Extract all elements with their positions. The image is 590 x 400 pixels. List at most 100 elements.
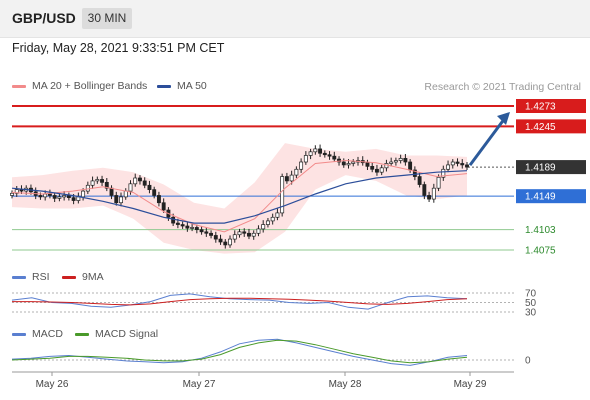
- candle: [71, 197, 76, 201]
- x-tick-label: May 27: [183, 379, 216, 390]
- projection-arrow: [468, 117, 507, 166]
- candle: [465, 164, 469, 168]
- legend-macd-swatch: [12, 332, 26, 336]
- price-tag-label: 1.4149: [525, 192, 556, 203]
- candle: [261, 224, 266, 230]
- candle: [10, 192, 14, 196]
- candle: [43, 193, 48, 198]
- candle: [138, 177, 142, 182]
- candle: [436, 176, 441, 189]
- legend-9ma-label: 9MA: [82, 271, 104, 283]
- candle: [62, 195, 67, 198]
- legend-rsi: RSI: [12, 271, 50, 283]
- bollinger-band: [12, 143, 467, 254]
- candle: [152, 189, 157, 196]
- candle: [417, 176, 422, 185]
- candle: [109, 187, 114, 196]
- legend-ma20-bollinger: MA 20 + Bollinger Bands: [12, 80, 147, 92]
- candle: [223, 241, 228, 246]
- candle: [303, 155, 308, 163]
- candle: [95, 179, 100, 182]
- candle: [275, 212, 280, 218]
- candle: [289, 174, 294, 182]
- candle: [389, 161, 394, 164]
- candle: [209, 232, 214, 236]
- candle: [341, 161, 346, 166]
- candle: [57, 196, 62, 199]
- candle: [313, 148, 318, 153]
- legend-9ma-swatch: [62, 275, 76, 279]
- candle: [393, 160, 398, 163]
- candle: [251, 232, 256, 237]
- candle: [280, 176, 285, 214]
- candle: [52, 195, 57, 199]
- macd-signal-line: [11, 339, 468, 364]
- price-tag-label: 1.4273: [525, 102, 556, 113]
- candle: [270, 216, 275, 222]
- candle: [123, 190, 128, 198]
- candle: [76, 196, 81, 201]
- candle: [284, 176, 289, 182]
- legend-macd: MACD: [12, 328, 63, 340]
- candle: [403, 158, 408, 163]
- candle: [408, 161, 413, 171]
- legend-ma20-swatch: [12, 84, 26, 88]
- legend-macd-signal-label: MACD Signal: [95, 328, 159, 340]
- candle: [213, 235, 218, 240]
- candle: [119, 196, 123, 204]
- x-tick-label: May 29: [454, 379, 487, 390]
- candle: [446, 164, 450, 170]
- candle: [199, 229, 204, 233]
- rsi-tick-label: 30: [525, 308, 537, 319]
- candle: [237, 231, 242, 236]
- ma50-line: [11, 170, 468, 224]
- rsi-9ma-line: [12, 297, 468, 306]
- price-tag-bg: [516, 160, 586, 175]
- rsi-line: [11, 293, 468, 310]
- candle: [100, 179, 105, 183]
- candle: [318, 148, 323, 154]
- candle: [441, 168, 446, 178]
- candle: [450, 161, 455, 166]
- candle: [180, 224, 185, 227]
- candle: [190, 227, 195, 229]
- candle: [90, 180, 95, 186]
- price-tag-bg: [516, 189, 586, 204]
- candle: [351, 161, 356, 164]
- chart-header: GBP/USD 30 MIN: [0, 0, 590, 38]
- candle: [218, 238, 223, 243]
- candle: [156, 195, 161, 204]
- legend-macd-signal-swatch: [75, 332, 89, 336]
- price-tag-label: 1.4245: [525, 122, 556, 133]
- candle: [242, 231, 247, 234]
- candle: [422, 184, 427, 196]
- rsi-tick-label: 50: [525, 298, 537, 309]
- candle: [412, 169, 417, 177]
- candle: [365, 162, 370, 167]
- candle: [114, 195, 119, 204]
- ma20-line: [11, 159, 468, 233]
- candle: [38, 195, 43, 198]
- legend-ma50: MA 50: [157, 80, 207, 92]
- candle: [128, 183, 133, 192]
- candle: [133, 177, 138, 185]
- candle: [427, 195, 432, 200]
- legend-macd-label: MACD: [32, 328, 63, 340]
- candle: [104, 182, 109, 189]
- legend-9ma: 9MA: [62, 271, 104, 283]
- candle: [85, 184, 90, 192]
- price-tag-label: 1.4103: [525, 225, 556, 236]
- candle: [327, 154, 332, 157]
- timeframe-button[interactable]: 30 MIN: [82, 8, 132, 29]
- candle: [346, 163, 351, 166]
- candle: [322, 152, 327, 156]
- candle: [147, 184, 152, 190]
- price-tag-label: 1.4189: [525, 163, 556, 174]
- candle: [431, 187, 436, 200]
- candle: [66, 195, 71, 198]
- candle: [308, 151, 313, 156]
- candle: [299, 161, 304, 170]
- candle: [332, 155, 337, 160]
- legend-rsi-swatch: [12, 275, 26, 279]
- candle: [379, 167, 384, 173]
